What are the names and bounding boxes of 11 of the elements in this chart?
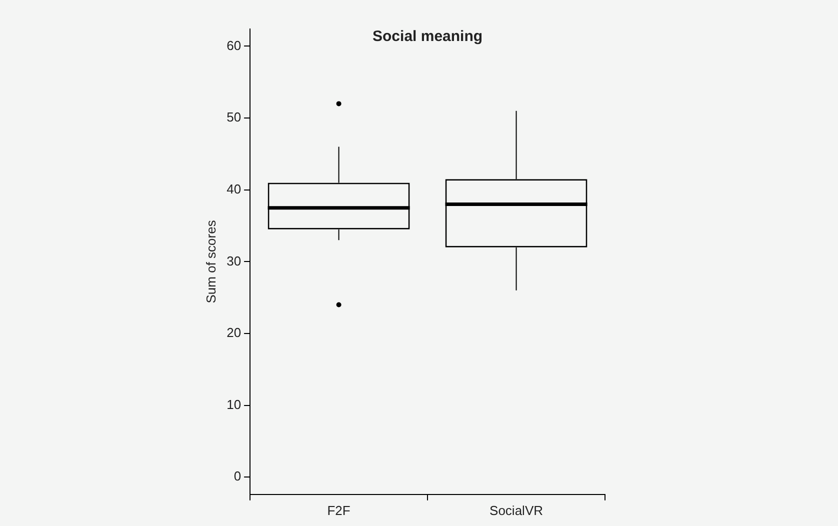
y-axis-title: Sum of scores: [203, 220, 218, 304]
chart-title: Social meaning: [372, 28, 483, 46]
y-tick-label: 10: [226, 396, 242, 412]
x-tick-label: SocialVR: [490, 502, 543, 518]
x-tick-label: F2F: [327, 502, 350, 518]
y-tick-label: 30: [226, 253, 242, 268]
y-tick-label: 50: [226, 110, 242, 125]
y-tick-label: 60: [226, 38, 242, 53]
y-tick-label: 0: [234, 468, 242, 484]
y-tick-label: 40: [226, 181, 242, 196]
y-tick-label: 20: [226, 325, 242, 340]
